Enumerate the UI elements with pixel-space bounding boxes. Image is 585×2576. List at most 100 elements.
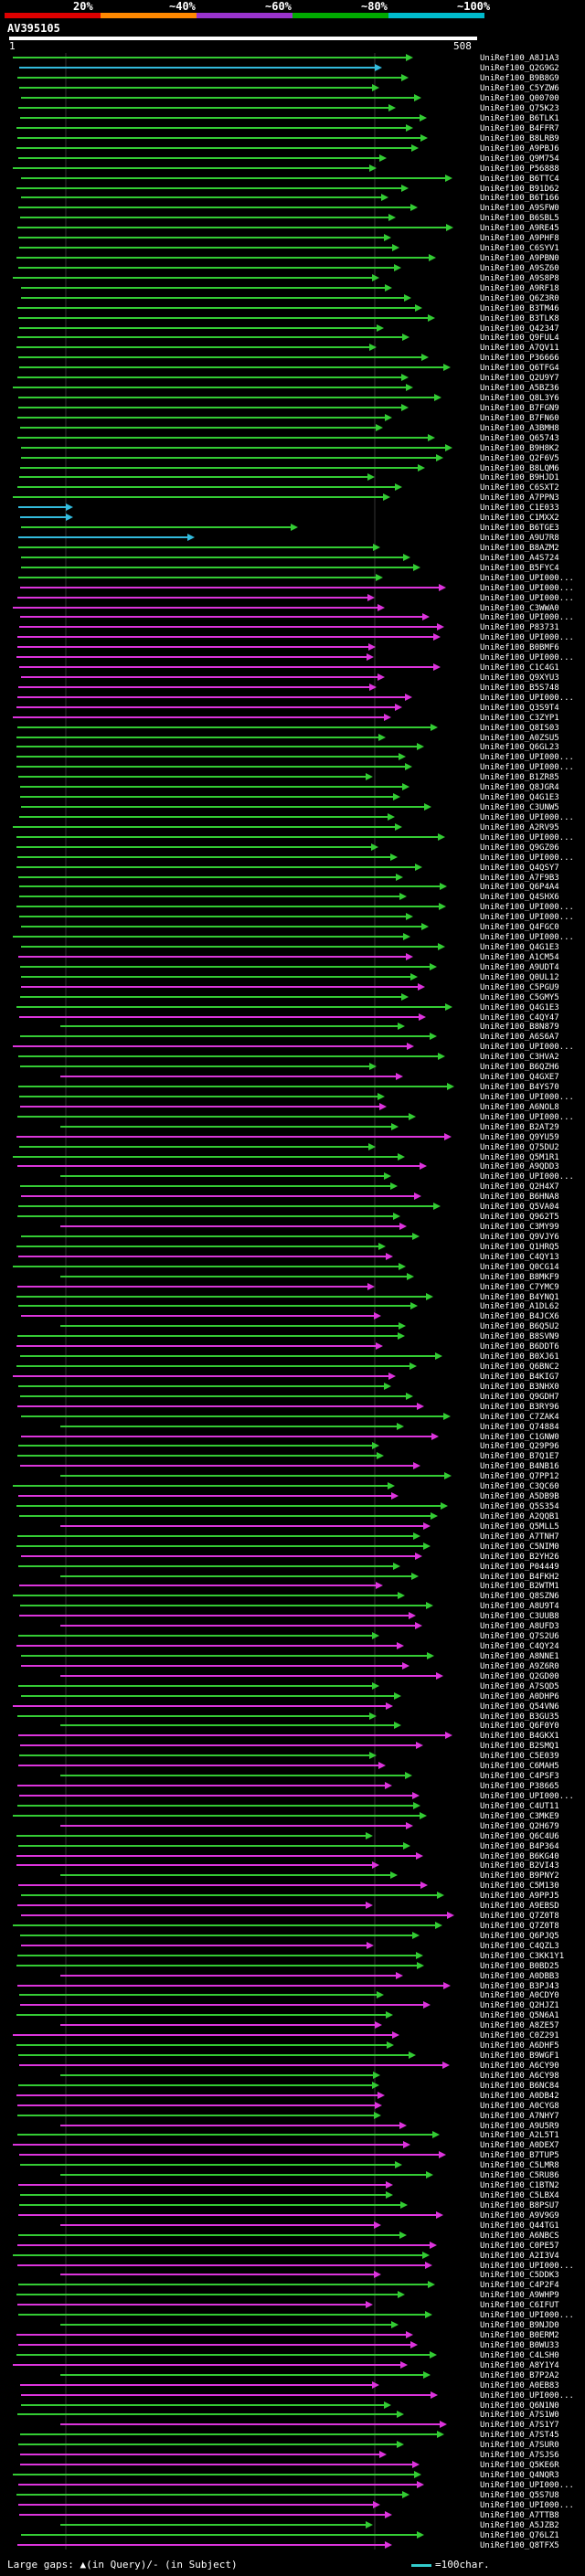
hit-id-link[interactable]: UniRef100_Q8L3Y6	[480, 394, 559, 403]
hit-id-link[interactable]: UniRef100_A9SFW0	[480, 204, 559, 213]
hit-id-link[interactable]: UniRef100_Q5KE6R	[480, 2461, 559, 2470]
hit-id-link[interactable]: UniRef100_B8PSU7	[480, 2201, 559, 2210]
hit-id-link[interactable]: UniRef100_A3BMH8	[480, 424, 559, 433]
hit-id-link[interactable]: UniRef100_Q2H4X7	[480, 1182, 559, 1192]
hit-id-link[interactable]: UniRef100_C7YMC9	[480, 1283, 559, 1292]
hit-id-link[interactable]: UniRef100_A7SJS6	[480, 2451, 559, 2460]
hit-id-link[interactable]: UniRef100_Q2HJZ1	[480, 2001, 559, 2010]
hit-id-link[interactable]: UniRef100_A6NBCS	[480, 2231, 559, 2241]
hit-id-link[interactable]: UniRef100_A7S1Y7	[480, 2421, 559, 2430]
hit-id-link[interactable]: UniRef100_B4YNQ1	[480, 1293, 559, 1302]
hit-id-link[interactable]: UniRef100_Q5N6A1	[480, 2011, 559, 2020]
hit-id-link[interactable]: UniRef100_C1C4G1	[480, 663, 559, 673]
hit-id-link[interactable]: UniRef100_C1GNW0	[480, 1433, 559, 1442]
hit-id-link[interactable]: UniRef100_A9QDD3	[480, 1162, 559, 1171]
hit-id-link[interactable]: UniRef100_UPI000...	[480, 933, 574, 942]
hit-id-link[interactable]: UniRef100_A0ZSU5	[480, 734, 559, 743]
hit-id-link[interactable]: UniRef100_UPI000...	[480, 1113, 574, 1122]
hit-id-link[interactable]: UniRef100_A2RV95	[480, 823, 559, 832]
hit-id-link[interactable]: UniRef100_A7ST45	[480, 2431, 559, 2440]
hit-id-link[interactable]: UniRef100_A9PPJ5	[480, 1892, 559, 1901]
hit-id-link[interactable]: UniRef100_A8U9T4	[480, 1602, 559, 1611]
hit-id-link[interactable]: UniRef100_Q6P4A4	[480, 883, 559, 892]
hit-id-link[interactable]: UniRef100_A7TNH7	[480, 1532, 559, 1542]
hit-id-link[interactable]: UniRef100_A9RE45	[480, 224, 559, 233]
hit-id-link[interactable]: UniRef100_A6NOL8	[480, 1103, 559, 1112]
hit-id-link[interactable]: UniRef100_Q0UL12	[480, 973, 559, 982]
hit-id-link[interactable]: UniRef100_Q00700	[480, 94, 559, 103]
hit-id-link[interactable]: UniRef100_A9PBJ6	[480, 144, 559, 154]
hit-id-link[interactable]: UniRef100_B8LQM6	[480, 464, 559, 473]
hit-id-link[interactable]: UniRef100_C4QZL3	[480, 1942, 559, 1951]
hit-id-link[interactable]: UniRef100_UPI000...	[480, 594, 574, 603]
hit-id-link[interactable]: UniRef100_B6DDT6	[480, 1342, 559, 1352]
hit-id-link[interactable]: UniRef100_P38665	[480, 1782, 559, 1791]
hit-id-link[interactable]: UniRef100_Q7Z0T8	[480, 1912, 559, 1921]
hit-id-link[interactable]: UniRef100_B5S748	[480, 684, 559, 693]
hit-id-link[interactable]: UniRef100_A6DHF5	[480, 2041, 559, 2051]
hit-id-link[interactable]: UniRef100_P04449	[480, 1563, 559, 1572]
hit-id-link[interactable]: UniRef100_A9SZ60	[480, 264, 559, 273]
hit-id-link[interactable]: UniRef100_C0Z291	[480, 2031, 559, 2041]
hit-id-link[interactable]: UniRef100_Q8TFX5	[480, 2541, 559, 2550]
hit-id-link[interactable]: UniRef100_Q0CG14	[480, 1263, 559, 1272]
hit-id-link[interactable]: UniRef100_C4P2F4	[480, 2281, 559, 2290]
hit-id-link[interactable]: UniRef100_B9WGF1	[480, 2051, 559, 2061]
hit-id-link[interactable]: UniRef100_UPI000...	[480, 1043, 574, 1052]
hit-id-link[interactable]: UniRef100_Q9XYU3	[480, 673, 559, 683]
hit-id-link[interactable]: UniRef100_C4UT11	[480, 1802, 559, 1811]
hit-id-link[interactable]: UniRef100_A0CYG8	[480, 2102, 559, 2111]
hit-id-link[interactable]: UniRef100_A0CDY0	[480, 1991, 559, 2000]
hit-id-link[interactable]: UniRef100_B9HJD1	[480, 473, 559, 482]
hit-id-link[interactable]: UniRef100_A7TTB8	[480, 2511, 559, 2520]
hit-id-link[interactable]: UniRef100_Q6BNC2	[480, 1362, 559, 1372]
hit-id-link[interactable]: UniRef100_C6MAH5	[480, 1762, 559, 1771]
hit-id-link[interactable]: UniRef100_Q29P96	[480, 1442, 559, 1451]
hit-id-link[interactable]: UniRef100_B3NHX0	[480, 1383, 559, 1392]
hit-id-link[interactable]: UniRef100_B2SMQ1	[480, 1742, 559, 1751]
hit-id-link[interactable]: UniRef100_Q6N1N0	[480, 2401, 559, 2411]
hit-id-link[interactable]: UniRef100_B9H8K2	[480, 444, 559, 453]
hit-id-link[interactable]: UniRef100_A9PHF8	[480, 234, 559, 243]
hit-id-link[interactable]: UniRef100_A9U5R9	[480, 2122, 559, 2131]
hit-id-link[interactable]: UniRef100_Q4NQR3	[480, 2471, 559, 2480]
hit-id-link[interactable]: UniRef100_Q4G1E3	[480, 1003, 559, 1012]
hit-id-link[interactable]: UniRef100_UPI000...	[480, 2311, 574, 2320]
hit-id-link[interactable]: UniRef100_B2AT29	[480, 1123, 559, 1132]
hit-id-link[interactable]: UniRef100_C6SYV1	[480, 244, 559, 253]
hit-id-link[interactable]: UniRef100_C3UUB8	[480, 1612, 559, 1621]
hit-id-link[interactable]: UniRef100_A0DBB3	[480, 1972, 559, 1981]
hit-id-link[interactable]: UniRef100_Q7Z0T8	[480, 1922, 559, 1931]
hit-id-link[interactable]: UniRef100_Q9GZ06	[480, 843, 559, 853]
hit-id-link[interactable]: UniRef100_UPI000...	[480, 574, 574, 583]
hit-id-link[interactable]: UniRef100_C6IFUT	[480, 2301, 559, 2310]
hit-id-link[interactable]: UniRef100_UPI000...	[480, 584, 574, 593]
hit-id-link[interactable]: UniRef100_Q5VA04	[480, 1203, 559, 1212]
hit-id-link[interactable]: UniRef100_A7S1W0	[480, 2411, 559, 2420]
hit-id-link[interactable]: UniRef100_A1CM54	[480, 953, 559, 962]
hit-id-link[interactable]: UniRef100_B0ERM2	[480, 2331, 559, 2340]
hit-id-link[interactable]: UniRef100_B5FYC4	[480, 564, 559, 573]
hit-id-link[interactable]: UniRef100_C4QY47	[480, 1013, 559, 1023]
hit-id-link[interactable]: UniRef100_Q6F0Y0	[480, 1722, 559, 1731]
hit-id-link[interactable]: UniRef100_Q75DU2	[480, 1143, 559, 1152]
hit-id-link[interactable]: UniRef100_Q5S354	[480, 1502, 559, 1511]
hit-id-link[interactable]: UniRef100_A7PPN3	[480, 493, 559, 503]
hit-id-link[interactable]: UniRef100_UPI000...	[480, 913, 574, 922]
hit-id-link[interactable]: UniRef100_B7FN60	[480, 414, 559, 423]
hit-id-link[interactable]: UniRef100_UPI000...	[480, 1093, 574, 1102]
hit-id-link[interactable]: UniRef100_B6TLK1	[480, 114, 559, 123]
hit-id-link[interactable]: UniRef100_UPI000...	[480, 2262, 574, 2271]
hit-id-link[interactable]: UniRef100_B0WU33	[480, 2341, 559, 2350]
hit-id-link[interactable]: UniRef100_B7TUP5	[480, 2151, 559, 2160]
hit-id-link[interactable]: UniRef100_B0XJ61	[480, 1352, 559, 1362]
hit-id-link[interactable]: UniRef100_Q9VJY6	[480, 1233, 559, 1242]
hit-id-link[interactable]: UniRef100_UPI000...	[480, 1792, 574, 1801]
hit-id-link[interactable]: UniRef100_Q4G1E3	[480, 793, 559, 802]
hit-id-link[interactable]: UniRef100_A6S6A7	[480, 1033, 559, 1042]
hit-id-link[interactable]: UniRef100_Q6C4U6	[480, 1832, 559, 1841]
hit-id-link[interactable]: UniRef100_C3QC60	[480, 1482, 559, 1491]
hit-id-link[interactable]: UniRef100_B3PJ43	[480, 1982, 559, 1991]
hit-id-link[interactable]: UniRef100_C3ZYP1	[480, 714, 559, 723]
hit-id-link[interactable]: UniRef100_A7SUR0	[480, 2441, 559, 2450]
